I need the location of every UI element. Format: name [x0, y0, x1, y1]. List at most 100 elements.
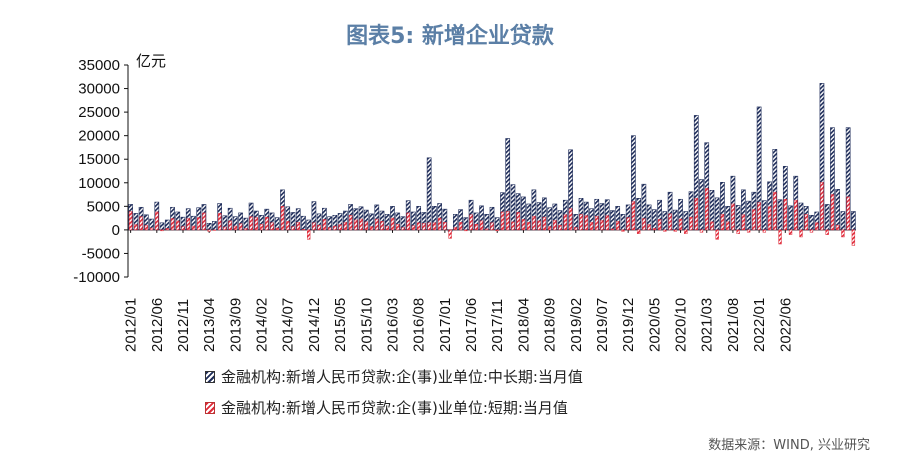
x-tick-label: 2017/06 — [463, 298, 480, 352]
bar-short-term — [673, 229, 677, 232]
bar-short-term — [375, 218, 379, 231]
y-tick-label: 15000 — [78, 151, 120, 168]
bar-short-term — [752, 209, 756, 231]
bar-short-term — [746, 229, 751, 233]
bar-long-term — [835, 189, 841, 231]
bar-short-term — [820, 182, 824, 231]
bar-short-term — [553, 220, 557, 231]
bar-short-term — [312, 222, 316, 231]
bar-short-term — [134, 224, 138, 231]
bar-long-term — [620, 214, 626, 231]
bar-short-term — [223, 226, 227, 231]
bar-short-term — [453, 227, 458, 231]
bar-short-term — [149, 227, 154, 231]
x-tick-label: 2013/09 — [227, 298, 244, 352]
bar-short-term — [474, 223, 478, 231]
bar-short-term — [197, 217, 201, 231]
bar-short-term — [684, 229, 688, 234]
bar-short-term — [547, 226, 552, 231]
bar-long-term — [206, 222, 212, 231]
bar-short-term — [631, 201, 636, 231]
bar-short-term — [589, 222, 594, 231]
bar-short-term — [715, 229, 719, 240]
y-tick-label: -10000 — [73, 269, 120, 286]
x-tick-label: 2017/01 — [437, 298, 454, 352]
bar-long-term — [746, 200, 751, 231]
bar-short-term — [621, 229, 625, 232]
bar-short-term — [699, 229, 704, 233]
bar-long-term — [652, 209, 657, 231]
bar-short-term — [181, 226, 185, 231]
bar-short-term — [443, 222, 447, 231]
bar-long-term — [777, 199, 783, 231]
bar-short-term — [385, 225, 389, 231]
bar-short-term — [369, 226, 374, 231]
x-tick-label: 2016/03 — [384, 298, 401, 352]
x-tick-label: 2019/02 — [568, 298, 585, 352]
x-tick-label: 2014/02 — [254, 298, 271, 352]
bar-short-term — [160, 229, 164, 232]
y-axis: 35000 30000 25000 20000 15000 10000 5000 0 -5000… — [73, 57, 129, 286]
x-tick-label: 2021/08 — [725, 298, 742, 352]
bar-short-term — [678, 218, 683, 231]
legend-item-short-term: 金融机构:新增人民币贷款:企(事)业单位:短期:当月值 — [205, 397, 568, 418]
bar-short-term — [490, 222, 494, 231]
bar-short-term — [275, 227, 279, 231]
x-tick-label: 2012/11 — [175, 299, 192, 352]
bar-short-term — [249, 216, 253, 231]
bar-short-term — [301, 229, 306, 231]
bar-short-term — [458, 222, 463, 231]
bar-short-term — [720, 214, 725, 231]
y-tick-label: 0 — [112, 222, 120, 239]
bar-long-term — [840, 211, 846, 231]
bar-short-term — [610, 228, 615, 231]
y-axis-unit-label: 亿元 — [136, 52, 167, 70]
bar-short-term — [647, 224, 651, 231]
legend-label-short-term: 金融机构:新增人民币贷款:企(事)业单位:短期:当月值 — [221, 399, 568, 417]
bar-short-term — [788, 229, 793, 235]
bar-short-term — [574, 227, 578, 231]
bar-short-term — [322, 219, 327, 231]
bar-short-term — [841, 229, 845, 238]
bar-short-term — [506, 211, 510, 231]
bar-short-term — [689, 216, 693, 231]
bar-short-term — [416, 222, 421, 231]
x-tick-label: 2022/06 — [777, 298, 794, 352]
bar-short-term — [270, 222, 274, 231]
bar-short-term — [354, 219, 358, 231]
bar-short-term — [144, 224, 149, 231]
bar-short-term — [437, 217, 442, 231]
x-tick-label: 2012/06 — [149, 298, 166, 352]
bar-short-term — [568, 208, 573, 231]
bar-long-term — [301, 215, 306, 231]
bar-short-term — [600, 220, 604, 231]
bar-short-term — [333, 225, 337, 231]
bar-short-term — [757, 202, 761, 231]
bar-short-term — [348, 215, 353, 231]
x-tick-label: 2012/01 — [123, 298, 140, 352]
bar-short-term — [217, 213, 222, 231]
bar-short-term — [794, 199, 798, 231]
legend-swatch-short-term — [205, 401, 215, 414]
bar-short-term — [228, 220, 232, 231]
y-tick-label: 30000 — [78, 81, 120, 98]
bar-short-term — [186, 218, 190, 231]
bar-long-term — [243, 217, 249, 231]
bar-short-term — [422, 223, 426, 231]
bar-short-term — [626, 217, 630, 231]
x-tick-label: 2020/05 — [646, 298, 663, 352]
y-tick-label: 35000 — [78, 57, 120, 74]
bar-short-term — [464, 229, 468, 232]
x-tick-label: 2018/09 — [542, 298, 559, 352]
bar-short-term — [616, 221, 620, 231]
legend-label-long-term: 金融机构:新增人民币贷款:企(事)业单位:中长期:当月值 — [221, 368, 583, 386]
y-tick-label: 25000 — [78, 104, 120, 121]
bar-short-term — [652, 228, 657, 231]
bar-short-term — [479, 220, 484, 231]
bar-long-term — [636, 198, 641, 231]
source-note: 数据来源：WIND, 兴业研究 — [708, 438, 870, 453]
bar-short-term — [835, 224, 840, 231]
bar-short-term — [238, 223, 243, 231]
bar-long-term — [494, 217, 500, 231]
